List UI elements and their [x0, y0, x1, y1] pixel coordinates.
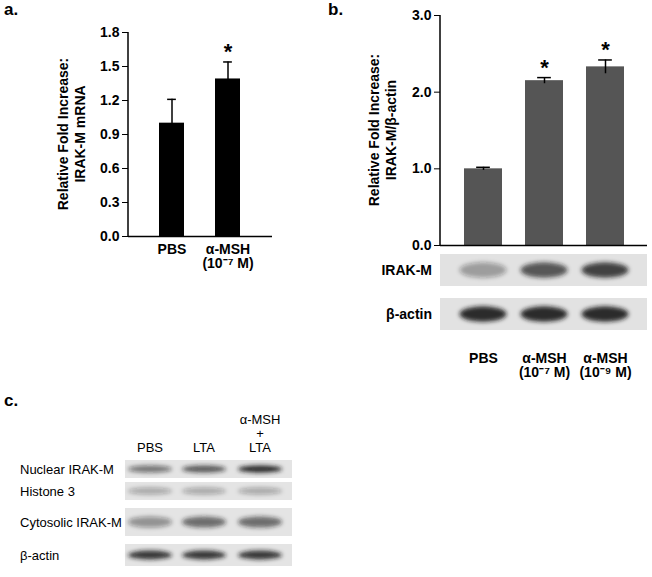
svg-text:Cytosolic IRAK-M: Cytosolic IRAK-M: [20, 515, 122, 530]
svg-text:2.0: 2.0: [412, 84, 432, 100]
svg-text:β-actin: β-actin: [20, 548, 59, 563]
html-text:b.: b.: [328, 0, 344, 19]
svg-text:Histone 3: Histone 3: [20, 484, 75, 499]
svg-text:1.0: 1.0: [412, 160, 432, 176]
svg-text:IRAK-M: IRAK-M: [381, 262, 432, 278]
svg-text:0.0: 0.0: [100, 228, 120, 244]
svg-text:α-MSH+LTA: α-MSH+LTA: [240, 412, 281, 455]
svg-text:PBS: PBS: [137, 440, 163, 455]
html-text:Relative Fold Increase: IRAK-M: Relative Fold Increase: IRAK-M/β-actin: [366, 53, 399, 207]
svg-text:0.0: 0.0: [412, 237, 432, 253]
svg-text:c.: c.: [4, 391, 18, 410]
svg-text:α-MSH(10⁻⁹ M): α-MSH(10⁻⁹ M): [579, 350, 631, 380]
svg-text:β-actin: β-actin: [386, 306, 432, 322]
svg-text:*: *: [601, 37, 610, 62]
svg-text:PBS: PBS: [158, 241, 187, 257]
svg-text:0.9: 0.9: [100, 126, 120, 142]
svg-text:3.0: 3.0: [412, 7, 432, 23]
svg-text:0.6: 0.6: [100, 160, 120, 176]
svg-text:1.8: 1.8: [100, 24, 120, 40]
svg-text:1.2: 1.2: [100, 92, 120, 108]
svg-text:LTA: LTA: [193, 440, 215, 455]
svg-text:Nuclear IRAK-M: Nuclear IRAK-M: [20, 462, 114, 477]
svg-text:*: *: [540, 55, 549, 80]
svg-text:0.3: 0.3: [100, 194, 120, 210]
svg-text:α-MSH(10⁻⁷ M): α-MSH(10⁻⁷ M): [519, 350, 570, 380]
svg-text:*: *: [224, 39, 233, 64]
svg-text:1.5: 1.5: [100, 58, 120, 74]
svg-text:PBS: PBS: [469, 350, 498, 366]
html-text:a.: a.: [4, 0, 19, 19]
svg-text:α-MSH(10⁻⁷ M): α-MSH(10⁻⁷ M): [202, 241, 253, 271]
html-text:Relative Fold Increase: IRAK-M: Relative Fold Increase: IRAK-M mRNA: [55, 57, 88, 211]
